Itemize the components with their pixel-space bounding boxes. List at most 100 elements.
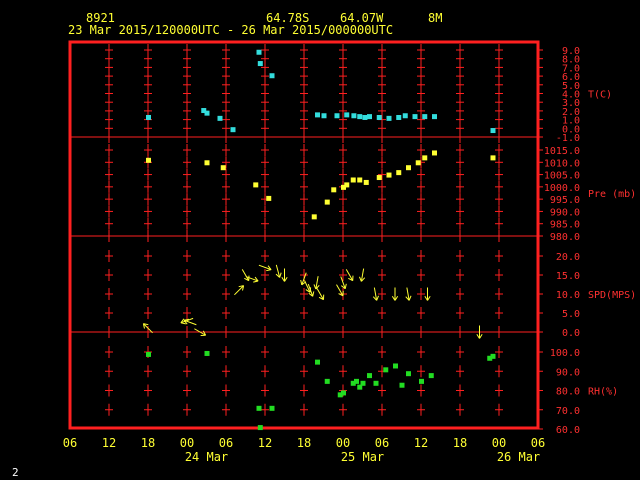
pressure-point: [344, 182, 350, 188]
wind-arrow-head: [244, 277, 249, 282]
wind-arrow-head: [340, 285, 346, 290]
x-date-label: 26 Mar: [497, 450, 540, 464]
wind-arrow-head: [281, 277, 285, 282]
y-tick-label: 15.0: [556, 271, 580, 282]
y-tick-label: 6.0: [562, 72, 580, 83]
wind-arrow: [476, 325, 483, 339]
wind-arrow-shaft: [304, 280, 311, 293]
wind-arrow-head: [242, 285, 245, 291]
wind-arrow-head: [143, 323, 149, 326]
wind-arrow: [304, 280, 312, 293]
wind-arrow-head: [424, 296, 428, 301]
wind-arrow-head: [238, 285, 244, 288]
temperature-point: [204, 110, 210, 116]
temperature-point: [412, 114, 418, 120]
temperature-point: [422, 114, 428, 120]
wind-arrow: [241, 269, 250, 282]
humidity-point: [367, 373, 372, 379]
wind-arrow: [234, 285, 245, 296]
wind-arrow-head: [266, 269, 272, 272]
station-id: 8921: [86, 11, 115, 25]
wind-arrow-head: [267, 265, 272, 270]
pressure-point: [432, 150, 437, 156]
wind-arrow-head: [254, 276, 259, 282]
pressure-point: [376, 175, 382, 181]
wind-arrow-head: [338, 293, 344, 297]
x-tick-label: 12: [414, 436, 428, 450]
humidity-point: [487, 355, 493, 361]
pressure-point: [350, 177, 356, 183]
humidity-point: [399, 382, 405, 388]
temperature-point: [432, 114, 437, 120]
temperature-point: [490, 128, 496, 134]
wind-arrow-head: [361, 277, 366, 282]
wind-arrow-head: [279, 272, 282, 278]
x-tick-label: 06: [375, 436, 389, 450]
temperature-point: [376, 114, 382, 120]
wind-arrow: [424, 287, 431, 301]
y-tick-label: 990.0: [550, 207, 580, 218]
humidity-point: [373, 380, 379, 386]
wind-arrow: [281, 268, 288, 282]
wind-arrow-shaft: [301, 272, 307, 286]
pressure-point: [341, 184, 346, 190]
wind-arrow-head: [312, 291, 315, 297]
y-tick-label: 9.0: [562, 46, 580, 57]
y-tick-label: 3.0: [562, 98, 580, 109]
x-date-label: 25 Mar: [341, 450, 384, 464]
wind-arrow-head: [318, 296, 324, 301]
grid-layer: [70, 44, 538, 416]
wind-arrow-shaft: [234, 285, 244, 296]
wind-arrow: [359, 268, 366, 282]
panel-name-label: T(C): [588, 90, 612, 101]
pressure-point: [146, 157, 151, 163]
pressure-point: [331, 187, 337, 193]
temperature-point: [362, 114, 368, 120]
pressure-point: [311, 214, 317, 220]
wind-arrow-shaft: [360, 268, 365, 282]
temperature-point: [201, 108, 207, 114]
y-tick-label: 1010.0: [544, 158, 580, 169]
humidity-point: [383, 367, 389, 373]
humidity-point: [269, 405, 275, 411]
wind-arrow: [405, 287, 412, 301]
humidity-point: [419, 378, 424, 384]
wind-arrow-head: [405, 296, 410, 301]
y-tick-label: 985.0: [550, 220, 580, 231]
humidity-point: [406, 371, 411, 377]
y-tick-label: 60.0: [556, 425, 580, 436]
wind-arrow: [258, 264, 272, 272]
wind-arrow-head: [427, 296, 431, 301]
x-tick-label: 00: [336, 436, 350, 450]
y-tick-label: 980.0: [550, 232, 580, 243]
wind-arrow-head: [313, 284, 317, 290]
wind-arrow-head: [308, 292, 314, 297]
wind-arrow-head: [376, 295, 379, 301]
humidity-point: [204, 350, 210, 356]
wind-arrow-shaft: [194, 328, 206, 336]
humidity-point: [393, 363, 398, 369]
wind-arrow-head: [253, 280, 259, 283]
y-tick-label: 20.0: [556, 252, 580, 263]
humidity-point: [257, 425, 263, 431]
wind-arrow: [307, 283, 315, 297]
temperature-point: [230, 127, 236, 133]
wind-arrow-shaft: [258, 264, 272, 271]
y-tick-label: 8.0: [562, 55, 580, 66]
frame-number-label: 2: [12, 466, 19, 479]
wind-arrow-shaft: [406, 287, 410, 301]
wind-arrow-shaft: [336, 284, 344, 297]
panel-name-label: Pre (mb): [588, 189, 636, 200]
wind-arrow-head: [180, 318, 185, 324]
wind-arrow-head: [183, 319, 188, 325]
x-tick-label: 06: [219, 436, 233, 450]
time-range-title: 23 Mar 2015/120000UTC - 26 Mar 2015/0000…: [68, 23, 394, 37]
temperature-point: [357, 114, 363, 120]
wind-arrow: [275, 264, 282, 278]
humidity-point: [337, 392, 343, 398]
wind-arrow-head: [359, 276, 362, 282]
y-tick-label: 100.0: [550, 348, 580, 359]
humidity-point: [428, 373, 434, 379]
y-tick-label: 90.0: [556, 367, 580, 378]
wind-arrow-shaft: [275, 264, 281, 278]
